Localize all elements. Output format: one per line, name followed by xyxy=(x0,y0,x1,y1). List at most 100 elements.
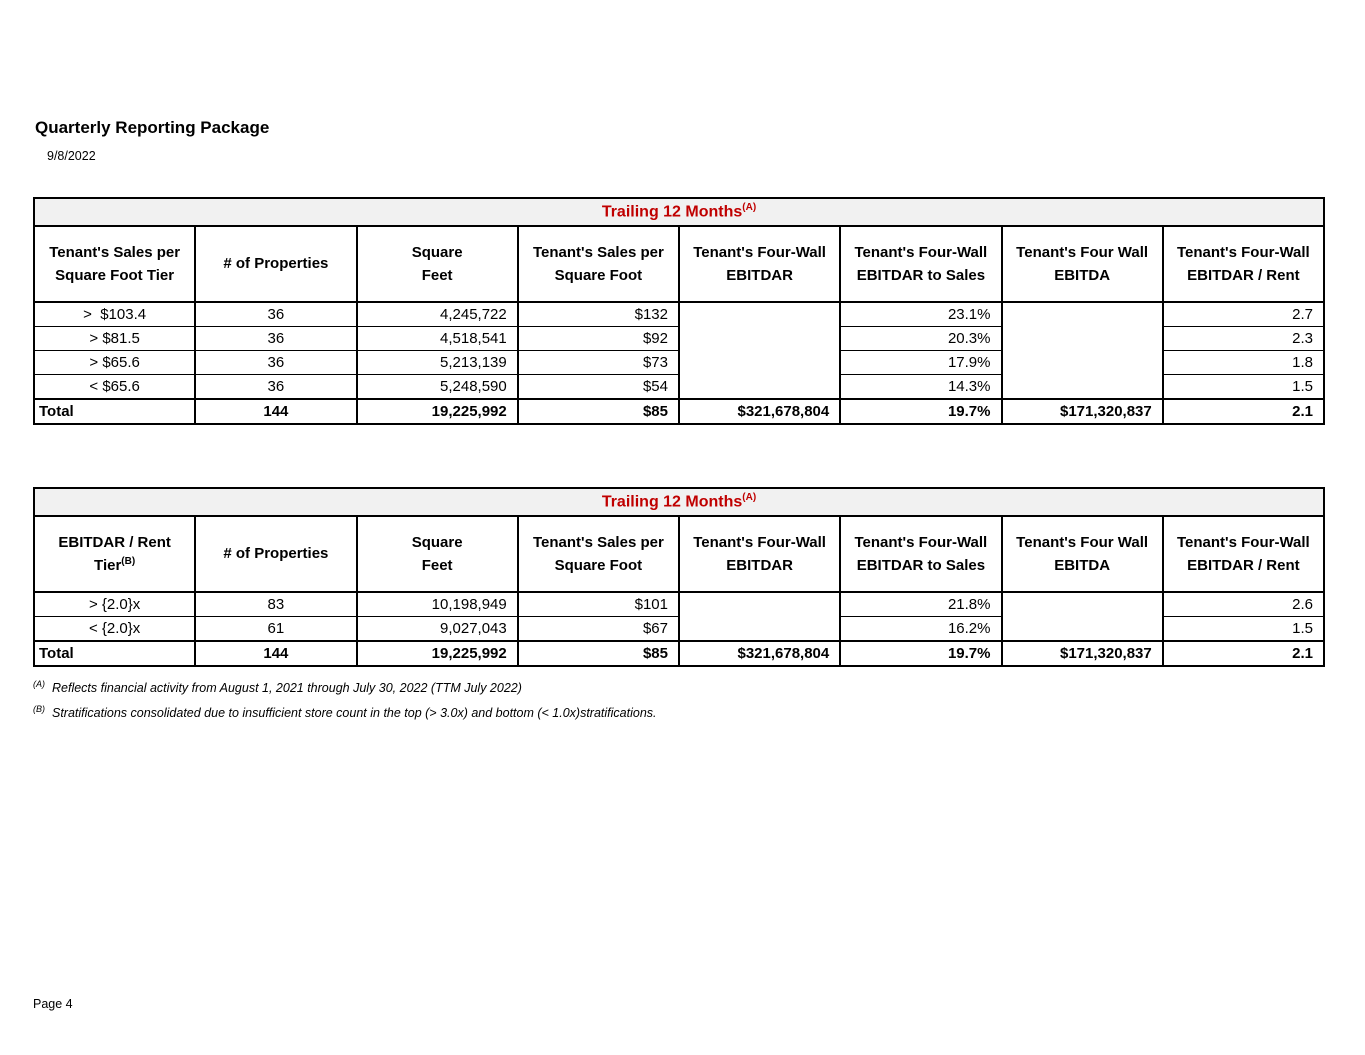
document-title: Quarterly Reporting Package xyxy=(35,118,270,137)
header-ebitdar-rent: Tenant's Four-Wall EBITDAR / Rent xyxy=(1161,225,1326,303)
caption-footnote-mark: (A) xyxy=(742,202,757,214)
ebitdar-rent-cell: 2.7 xyxy=(1161,301,1326,327)
ebitdar-to-sales-cell: 16.2% xyxy=(839,616,1003,642)
header-ebitdar-to-sales: Tenant's Four-Wall EBITDAR to Sales xyxy=(839,225,1003,303)
total-row: Total 144 19,225,992 $85 $321,678,804 19… xyxy=(32,640,1326,667)
header-ebitdar-to-sales: Tenant's Four-Wall EBITDAR to Sales xyxy=(839,515,1003,593)
header-tier: Tenant's Sales per Square Foot Tier xyxy=(32,225,197,303)
total-ebitdar-rent-cell: 2.1 xyxy=(1161,398,1326,425)
header-footnote-mark: (B) xyxy=(121,556,136,567)
caption-footnote-mark: (A) xyxy=(742,492,757,504)
ebitda-cell-empty xyxy=(1000,591,1164,642)
ebitdar-rent-cell: 1.8 xyxy=(1161,350,1326,375)
sales-psf-cell: $101 xyxy=(516,591,681,617)
table-caption: Trailing 12 Months(A) xyxy=(33,487,1325,517)
total-ebitdar-cell: $321,678,804 xyxy=(677,640,842,667)
total-ebitda-cell: $171,320,837 xyxy=(1000,640,1164,667)
header-ebitdar-rent: Tenant's Four-Wall EBITDAR / Rent xyxy=(1161,515,1326,593)
square-feet-cell: 4,518,541 xyxy=(355,326,519,351)
square-feet-cell: 5,213,139 xyxy=(355,350,519,375)
ebitdar-rent-cell: 2.6 xyxy=(1161,591,1326,617)
header-ebitda: Tenant's Four Wall EBITDA xyxy=(1000,515,1164,593)
properties-cell: 61 xyxy=(194,616,358,642)
sales-psf-cell: $54 xyxy=(516,374,681,400)
total-row: Total 144 19,225,992 $85 $321,678,804 19… xyxy=(32,398,1326,425)
ebitdar-cell-empty xyxy=(677,301,842,400)
table-row: > $81.5 36 4,518,541 $92 20.3% 2.3 xyxy=(32,326,1326,351)
header-ebitda: Tenant's Four Wall EBITDA xyxy=(1000,225,1164,303)
properties-cell: 83 xyxy=(194,591,358,617)
tier-cell: < {2.0}x xyxy=(32,616,197,642)
tier-cell: > {2.0}x xyxy=(32,591,197,617)
header-square-feet: Square Feet xyxy=(355,515,519,593)
tier-cell: > $65.6 xyxy=(32,350,197,375)
sales-per-sqft-tier-table: Trailing 12 Months(A) Tenant's Sales per… xyxy=(32,197,1326,425)
table-header-row: Tenant's Sales per Square Foot Tier # of… xyxy=(32,225,1326,303)
page-number: Page 4 xyxy=(33,997,73,1011)
properties-cell: 36 xyxy=(194,350,358,375)
table-row: > {2.0}x 83 10,198,949 $101 21.8% 2.6 xyxy=(32,591,1326,642)
properties-cell: 36 xyxy=(194,301,358,327)
footnote-b-text: Stratifications consolidated due to insu… xyxy=(52,706,657,721)
table-caption-row: Trailing 12 Months(A) xyxy=(33,197,1325,227)
ebitdar-rent-tier-table: Trailing 12 Months(A) EBITDAR / Rent Tie… xyxy=(32,487,1326,667)
header-ebitdar-rent-tier: EBITDAR / Rent Tier(B) xyxy=(32,515,197,593)
ebitdar-to-sales-cell: 21.8% xyxy=(839,591,1003,617)
footnote-a: (A) Reflects financial activity from Augu… xyxy=(33,679,522,695)
footnote-a-mark: (A) xyxy=(33,679,45,689)
sales-psf-cell: $73 xyxy=(516,350,681,375)
total-properties-cell: 144 xyxy=(194,398,358,425)
table-row: < $65.6 36 5,248,590 $54 14.3% 1.5 xyxy=(32,374,1326,400)
square-feet-cell: 5,248,590 xyxy=(355,374,519,400)
footnote-b-mark: (B) xyxy=(33,704,45,714)
header-sales-psf: Tenant's Sales per Square Foot xyxy=(516,515,681,593)
header-ebitdar: Tenant's Four-Wall EBITDAR xyxy=(677,225,842,303)
ebitda-cell-empty xyxy=(1000,301,1164,400)
total-ebitdar-to-sales-cell: 19.7% xyxy=(839,640,1003,667)
table-row: < {2.0}x 61 9,027,043 $67 16.2% 1.5 xyxy=(32,616,1326,642)
total-label-cell: Total xyxy=(32,640,197,667)
total-square-feet-cell: 19,225,992 xyxy=(355,640,519,667)
header-sales-psf: Tenant's Sales per Square Foot xyxy=(516,225,681,303)
ebitdar-to-sales-cell: 14.3% xyxy=(839,374,1003,400)
header-square-feet: Square Feet xyxy=(355,225,519,303)
square-feet-cell: 9,027,043 xyxy=(355,616,519,642)
total-square-feet-cell: 19,225,992 xyxy=(355,398,519,425)
square-feet-cell: 4,245,722 xyxy=(355,301,519,327)
caption-text: Trailing 12 Months xyxy=(601,203,743,221)
footnote-a-text: Reflects financial activity from August … xyxy=(52,681,522,696)
total-sales-psf-cell: $85 xyxy=(516,640,681,667)
total-label-cell: Total xyxy=(32,398,197,425)
properties-cell: 36 xyxy=(194,374,358,400)
properties-cell: 36 xyxy=(194,326,358,351)
sales-psf-cell: $92 xyxy=(516,326,681,351)
table-caption-row: Trailing 12 Months(A) xyxy=(33,487,1325,517)
ebitdar-rent-cell: 2.3 xyxy=(1161,326,1326,351)
document-date: 9/8/2022 xyxy=(47,149,96,163)
tier-cell: < $65.6 xyxy=(32,374,197,400)
ebitdar-to-sales-cell: 23.1% xyxy=(839,301,1003,327)
square-feet-cell: 10,198,949 xyxy=(355,591,519,617)
tier-cell: > $103.4 xyxy=(32,301,197,327)
ebitdar-rent-cell: 1.5 xyxy=(1161,374,1326,400)
total-ebitdar-to-sales-cell: 19.7% xyxy=(839,398,1003,425)
sales-psf-cell: $67 xyxy=(516,616,681,642)
footnote-b: (B) Stratifications consolidated due to i… xyxy=(33,704,657,720)
header-properties: # of Properties xyxy=(194,225,358,303)
ebitdar-rent-cell: 1.5 xyxy=(1161,616,1326,642)
total-sales-psf-cell: $85 xyxy=(516,398,681,425)
header-properties: # of Properties xyxy=(194,515,358,593)
total-ebitda-cell: $171,320,837 xyxy=(1000,398,1164,425)
ebitdar-to-sales-cell: 20.3% xyxy=(839,326,1003,351)
ebitdar-to-sales-cell: 17.9% xyxy=(839,350,1003,375)
table-row: > $103.4 36 4,245,722 $132 23.1% 2.7 xyxy=(32,301,1326,400)
total-ebitdar-cell: $321,678,804 xyxy=(677,398,842,425)
table-header-row: EBITDAR / Rent Tier(B) # of Properties S… xyxy=(32,515,1326,593)
total-ebitdar-rent-cell: 2.1 xyxy=(1161,640,1326,667)
table-row: > $65.6 36 5,213,139 $73 17.9% 1.8 xyxy=(32,350,1326,375)
total-properties-cell: 144 xyxy=(194,640,358,667)
table-caption: Trailing 12 Months(A) xyxy=(33,197,1325,227)
header-ebitdar: Tenant's Four-Wall EBITDAR xyxy=(677,515,842,593)
sales-psf-cell: $132 xyxy=(516,301,681,327)
